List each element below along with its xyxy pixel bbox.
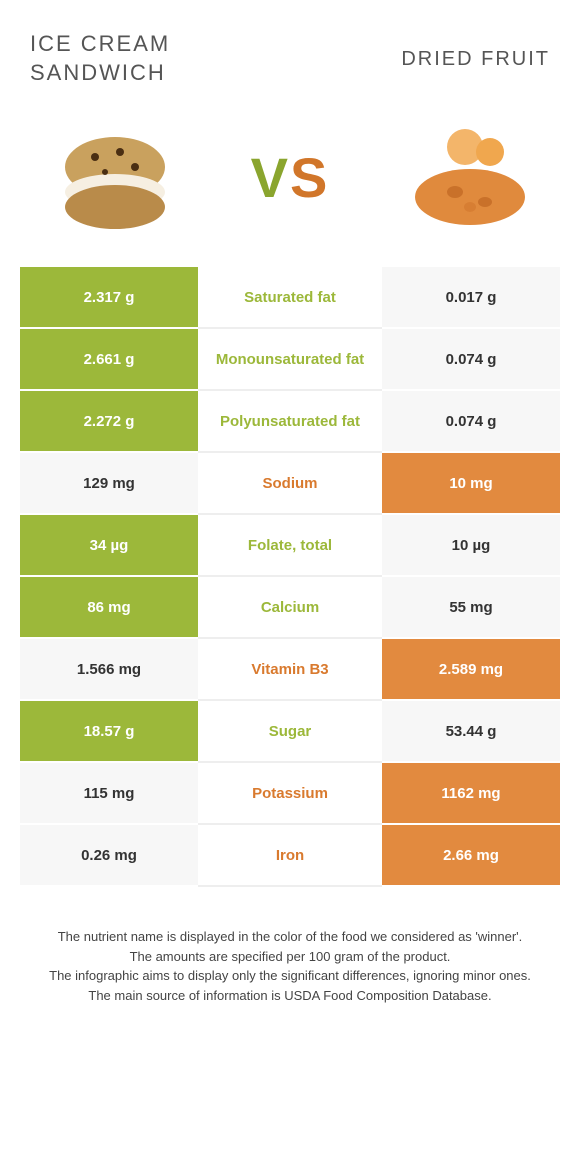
nutrient-name: Monounsaturated fat (198, 329, 382, 391)
nutrient-left-value: 34 µg (20, 515, 198, 577)
nutrient-row: 0.26 mgIron2.66 mg (20, 825, 560, 887)
nutrient-right-value: 10 mg (382, 453, 560, 515)
right-food-image (390, 117, 540, 237)
left-food-title: ICE CREAM SANDWICH (30, 30, 290, 87)
nutrient-right-value: 2.589 mg (382, 639, 560, 701)
nutrient-left-value: 2.661 g (20, 329, 198, 391)
vs-s: S (290, 146, 329, 209)
nutrient-left-value: 0.26 mg (20, 825, 198, 887)
footer-line-2: The amounts are specified per 100 gram o… (30, 947, 550, 967)
vs-label: VS (251, 145, 330, 210)
nutrient-row: 2.661 gMonounsaturated fat0.074 g (20, 329, 560, 391)
nutrient-right-value: 53.44 g (382, 701, 560, 763)
vs-v: V (251, 146, 290, 209)
nutrient-row: 1.566 mgVitamin B32.589 mg (20, 639, 560, 701)
nutrient-name: Vitamin B3 (198, 639, 382, 701)
nutrient-name: Iron (198, 825, 382, 887)
footer-notes: The nutrient name is displayed in the co… (0, 887, 580, 1005)
footer-line-4: The main source of information is USDA F… (30, 986, 550, 1006)
nutrient-name: Sugar (198, 701, 382, 763)
nutrient-row: 18.57 gSugar53.44 g (20, 701, 560, 763)
nutrient-right-value: 0.074 g (382, 329, 560, 391)
nutrient-right-value: 1162 mg (382, 763, 560, 825)
nutrient-left-value: 129 mg (20, 453, 198, 515)
nutrient-name: Potassium (198, 763, 382, 825)
nutrient-table: 2.317 gSaturated fat0.017 g2.661 gMonoun… (0, 267, 580, 887)
nutrient-left-value: 2.272 g (20, 391, 198, 453)
nutrient-row: 115 mgPotassium1162 mg (20, 763, 560, 825)
nutrient-right-value: 2.66 mg (382, 825, 560, 887)
nutrient-row: 2.317 gSaturated fat0.017 g (20, 267, 560, 329)
nutrient-right-value: 55 mg (382, 577, 560, 639)
nutrient-name: Polyunsaturated fat (198, 391, 382, 453)
footer-line-3: The infographic aims to display only the… (30, 966, 550, 986)
footer-line-1: The nutrient name is displayed in the co… (30, 927, 550, 947)
left-food-image (40, 117, 190, 237)
nutrient-left-value: 18.57 g (20, 701, 198, 763)
nutrient-row: 34 µgFolate, total10 µg (20, 515, 560, 577)
nutrient-left-value: 1.566 mg (20, 639, 198, 701)
nutrient-name: Folate, total (198, 515, 382, 577)
titles-row: ICE CREAM SANDWICH DRIED FRUIT (0, 0, 580, 97)
nutrient-right-value: 0.074 g (382, 391, 560, 453)
nutrient-name: Saturated fat (198, 267, 382, 329)
nutrient-right-value: 10 µg (382, 515, 560, 577)
right-food-title: DRIED FRUIT (290, 46, 550, 72)
nutrient-row: 2.272 gPolyunsaturated fat0.074 g (20, 391, 560, 453)
nutrient-right-value: 0.017 g (382, 267, 560, 329)
nutrient-row: 86 mgCalcium55 mg (20, 577, 560, 639)
nutrient-name: Sodium (198, 453, 382, 515)
nutrient-left-value: 86 mg (20, 577, 198, 639)
nutrient-name: Calcium (198, 577, 382, 639)
vs-row: VS (0, 97, 580, 267)
nutrient-left-value: 2.317 g (20, 267, 198, 329)
nutrient-row: 129 mgSodium10 mg (20, 453, 560, 515)
nutrient-left-value: 115 mg (20, 763, 198, 825)
